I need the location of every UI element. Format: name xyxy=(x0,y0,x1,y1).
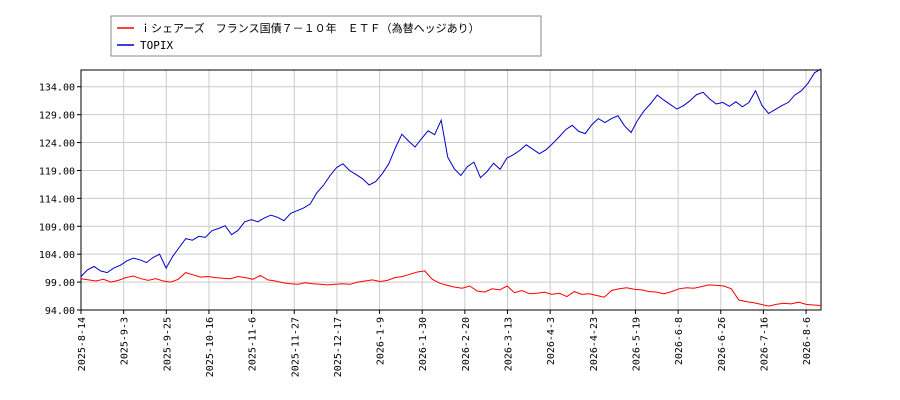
x-tick-label: 2026-8-6 xyxy=(802,317,813,365)
x-tick-label: 2026-4-3 xyxy=(546,317,557,365)
legend-label-topix: TOPIX xyxy=(140,39,173,52)
x-tick-label: 2025-9-3 xyxy=(120,317,131,365)
x-tick-label: 2025-10-16 xyxy=(205,317,216,377)
x-tick-label: 2026-1-30 xyxy=(418,317,429,371)
x-tick-label: 2026-6-8 xyxy=(674,317,685,365)
x-tick-label: 2026-7-16 xyxy=(759,317,770,371)
x-tick-label: 2026-6-26 xyxy=(717,317,728,371)
x-tick-label: 2026-3-13 xyxy=(504,317,515,371)
x-tick-label: 2026-4-23 xyxy=(589,317,600,371)
x-axis: 2025-8-14 2025-9-3 2025-9-25 2025-10-16 2025… xyxy=(77,310,813,377)
x-tick-label: 2025-11-27 xyxy=(290,317,301,377)
y-tick-label: 99.00 xyxy=(45,278,75,289)
x-tick-label: 2025-9-25 xyxy=(162,317,173,371)
y-tick-label: 129.00 xyxy=(39,111,75,122)
y-axis: 94.00 99.00 104.00 109.00 114.00 119.00 124.00… xyxy=(39,83,81,317)
y-tick-label: 124.00 xyxy=(39,139,75,150)
y-tick-label: 94.00 xyxy=(45,306,75,317)
legend-label-etf: ｉシェアーズ フランス国債７－１０年 ＥＴＦ（為替ヘッジあり） xyxy=(140,21,480,35)
y-tick-label: 134.00 xyxy=(39,83,75,94)
series-line-topix xyxy=(80,68,822,277)
legend: ｉシェアーズ フランス国債７－１０年 ＥＴＦ（為替ヘッジあり） TOPIX xyxy=(110,15,542,57)
x-tick-label: 2026-2-20 xyxy=(461,317,472,371)
series-lines xyxy=(80,68,822,307)
gridlines xyxy=(81,70,821,311)
y-tick-label: 114.00 xyxy=(39,194,75,205)
y-tick-label: 119.00 xyxy=(39,166,75,177)
plot-area-frame xyxy=(80,69,822,311)
x-tick-label: 2025-12-17 xyxy=(333,317,344,377)
x-tick-label: 2025-8-14 xyxy=(77,317,88,371)
y-tick-label: 109.00 xyxy=(39,222,75,233)
series-line-etf xyxy=(80,270,822,307)
x-tick-label: 2026-5-19 xyxy=(631,317,642,371)
x-tick-label: 2026-1-9 xyxy=(376,317,387,365)
legend-box xyxy=(110,15,542,57)
y-tick-label: 104.00 xyxy=(39,250,75,261)
x-tick-label: 2025-11-6 xyxy=(248,317,259,371)
